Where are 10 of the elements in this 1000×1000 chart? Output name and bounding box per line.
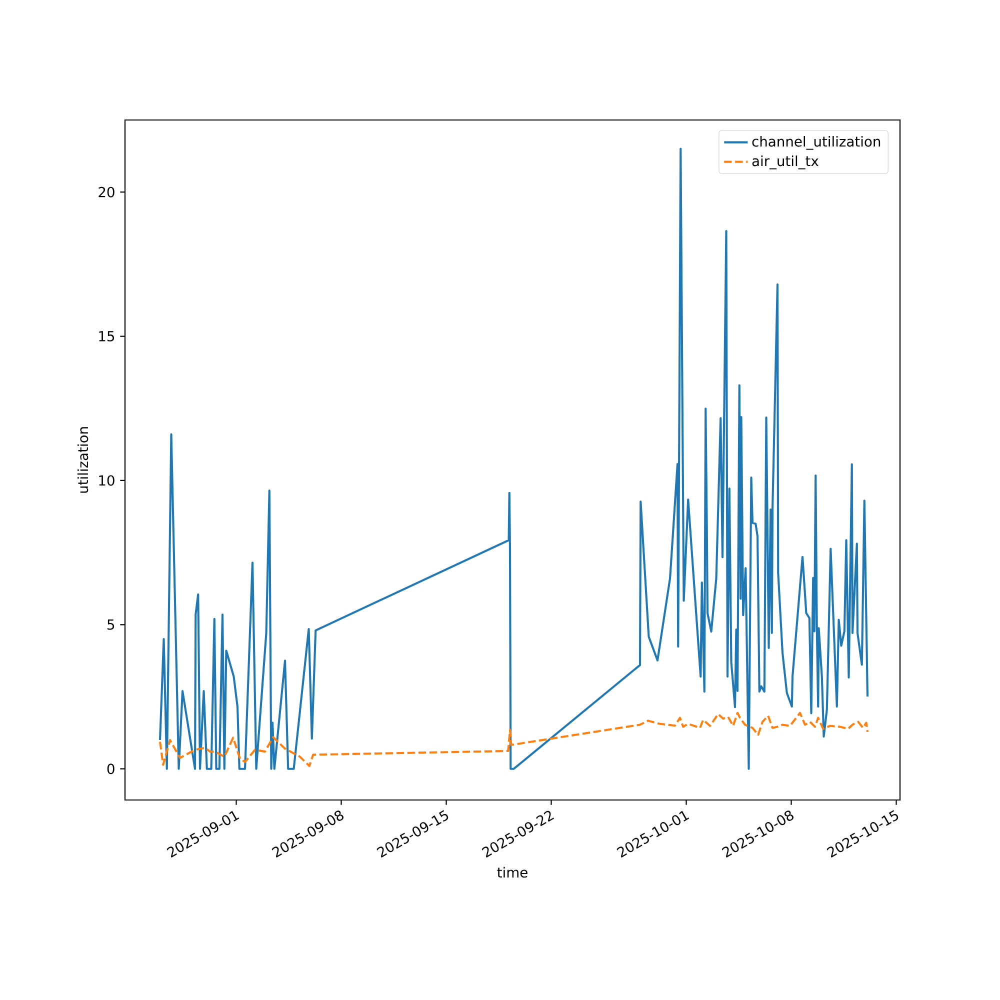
x-axis-title: time [497,866,528,878]
y-tick-label: 0 [107,764,114,774]
y-tick-label: 20 [98,186,114,198]
y-tick-label: 10 [99,475,114,486]
y-tick-label: 5 [108,620,114,630]
line-series [158,712,869,768]
y-axis-title: utilization [77,427,88,493]
y-tick-label: 15 [99,331,114,342]
legend-label: channel_utilization [752,136,880,150]
legend-label: air_util_tx [752,155,818,170]
